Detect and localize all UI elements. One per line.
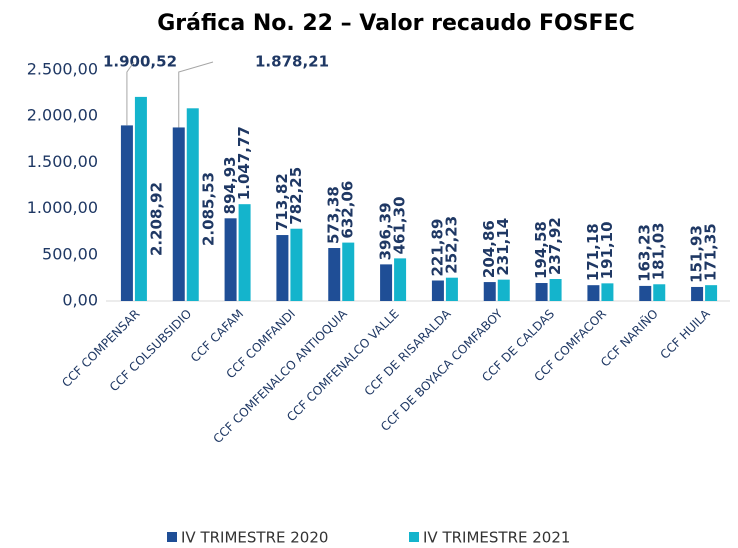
bar <box>691 286 704 301</box>
value-label: 894,93 <box>221 156 239 214</box>
leader-line <box>126 61 135 126</box>
value-label: 1.047,77 <box>235 126 253 200</box>
value-label: 204,86 <box>480 220 498 278</box>
bar <box>549 279 562 301</box>
bar <box>431 280 444 301</box>
bar <box>639 285 652 301</box>
value-label: 782,25 <box>287 167 305 225</box>
chart-title: Gráfica No. 22 – Valor recaudo FOSFEC <box>157 11 635 36</box>
bar <box>276 235 289 301</box>
bar <box>535 283 548 301</box>
legend-label: IV TRIMESTRE 2021 <box>423 529 570 547</box>
value-label: 713,82 <box>273 173 291 231</box>
bar <box>224 218 237 301</box>
bar <box>328 248 341 301</box>
value-label: 396,39 <box>377 202 395 260</box>
value-label: 171,18 <box>584 223 602 281</box>
value-label: 2.208,92 <box>147 182 165 256</box>
value-label: 163,23 <box>636 224 654 282</box>
bar <box>238 204 251 301</box>
value-label: 252,23 <box>442 216 460 274</box>
bar <box>601 283 614 301</box>
bar <box>587 285 600 301</box>
bar <box>497 279 510 301</box>
value-label: 237,92 <box>546 217 564 275</box>
value-label: 1.878,21 <box>255 53 329 71</box>
bar <box>120 125 133 301</box>
value-label: 1.900,52 <box>103 53 177 71</box>
leader-line <box>178 61 214 128</box>
value-label: 632,06 <box>339 181 357 239</box>
value-label: 194,58 <box>532 221 550 279</box>
bar <box>134 96 147 302</box>
legend-label: IV TRIMESTRE 2020 <box>181 529 328 547</box>
x-tick-label: CCF HUILA <box>658 306 714 362</box>
legend-swatch <box>167 532 177 542</box>
y-tick-label: 500,00 <box>42 244 98 263</box>
value-label: 573,38 <box>325 186 343 244</box>
value-label: 461,30 <box>391 196 409 254</box>
bar <box>342 242 355 301</box>
value-label: 181,03 <box>650 222 668 280</box>
bar <box>653 284 666 301</box>
value-label: 221,89 <box>428 219 446 277</box>
bar <box>186 108 199 301</box>
bar <box>445 277 458 301</box>
y-tick-label: 2.000,00 <box>27 106 98 125</box>
value-label: 231,14 <box>494 218 512 276</box>
y-tick-label: 1.500,00 <box>27 152 98 171</box>
value-label: 191,10 <box>598 221 616 279</box>
bar <box>172 127 185 301</box>
value-label: 171,35 <box>702 223 720 281</box>
y-tick-label: 0,00 <box>62 291 98 310</box>
legend-swatch <box>409 532 419 542</box>
bar <box>380 264 393 301</box>
value-label: 2.085,53 <box>199 172 217 246</box>
y-tick-label: 2.500,00 <box>27 60 98 79</box>
value-label: 151,93 <box>688 225 706 283</box>
y-tick-label: 1.000,00 <box>27 198 98 217</box>
bar <box>394 258 407 301</box>
bar <box>290 228 303 301</box>
bar <box>483 282 496 301</box>
bar <box>705 285 718 301</box>
x-tick-label: CCF DE RISARALDA <box>362 306 454 398</box>
